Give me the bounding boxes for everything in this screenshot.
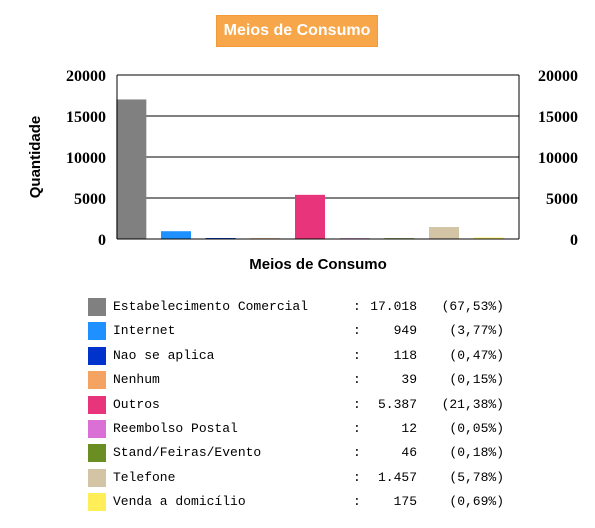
legend-percent: (0,15%) [449, 372, 504, 388]
y-tick-label-right: 20000 [538, 68, 578, 85]
legend-colon: : [353, 396, 361, 412]
legend-item: Venda a domicílio: 175 (0,69%) [88, 491, 528, 515]
y-tick-label-left: 10000 [66, 150, 106, 167]
legend-swatch [88, 322, 106, 341]
legend-item: Stand/Feiras/Evento: 46 (0,18%) [88, 442, 528, 466]
bars [116, 99, 504, 240]
gridlines [117, 74, 519, 199]
legend-colon: : [353, 445, 361, 461]
legend-percent: (5,78%) [449, 469, 504, 485]
bar-7 [429, 227, 459, 239]
legend-count: 46 [401, 445, 417, 461]
y-tick-label-right: 15000 [538, 109, 578, 126]
legend-label: Telefone [113, 469, 176, 485]
legend-percent: (21,38%) [441, 396, 504, 412]
legend-label: Internet [113, 323, 176, 339]
legend-label: Estabelecimento Comercial [113, 299, 309, 314]
legend-count: 5.387 [377, 396, 417, 412]
axes [116, 75, 520, 240]
legend-swatch [88, 493, 106, 512]
legend-item: Telefone:1.457 (5,78%) [88, 467, 528, 491]
y-tick-label-right: 5000 [546, 191, 578, 208]
bar-0 [116, 99, 147, 240]
y-tick-label-left: 5000 [74, 191, 106, 208]
legend-colon: : [353, 494, 361, 510]
legend-colon: : [353, 420, 361, 436]
legend-item: Estabelecimento Comercial:17.018 (67,53%) [88, 296, 528, 320]
legend-percent: (0,05%) [449, 420, 504, 436]
legend-percent: (0,18%) [449, 445, 504, 461]
legend-count: 12 [401, 420, 417, 436]
y-axis-label: Quantidade [27, 116, 44, 199]
legend-percent: (3,77%) [449, 323, 504, 339]
legend-item: Reembolso Postal: 12 (0,05%) [88, 418, 528, 442]
y-tick-label-right: 0 [570, 232, 578, 249]
bar-4 [295, 194, 325, 239]
y-tick-label-left: 0 [98, 232, 106, 249]
legend-item: Outros:5.387 (21,38%) [88, 394, 528, 418]
legend-label: Reembolso Postal [113, 420, 238, 436]
legend-colon: : [353, 299, 361, 314]
legend-percent: (0,69%) [449, 494, 504, 510]
legend-label: Stand/Feiras/Evento [113, 445, 262, 461]
legend-colon: : [353, 323, 361, 339]
y-tick-label-right: 10000 [538, 150, 578, 167]
tick-labels: 0 0 5000 5000 10000 10000 15000 15000 20000 20000 [66, 68, 578, 249]
legend-label: Nenhum [113, 372, 160, 388]
legend-swatch [88, 298, 106, 316]
legend-swatch [88, 371, 106, 390]
legend-percent: (67,53%) [441, 299, 504, 314]
legend-item: Nao se aplica: 118 (0,47%) [88, 345, 528, 369]
bar-8 [473, 237, 504, 239]
legend-count: 1.457 [377, 469, 417, 485]
legend-swatch [88, 346, 106, 365]
legend-colon: : [353, 347, 361, 363]
legend-colon: : [353, 469, 361, 485]
legend-count: 175 [393, 494, 417, 510]
legend-label: Outros [113, 396, 160, 412]
bar-chart: 0 0 5000 5000 10000 10000 15000 15000 20000 20000… [27, 68, 578, 273]
legend-count: 39 [401, 372, 417, 388]
legend-swatch [88, 444, 106, 463]
legend-swatch [88, 395, 106, 414]
legend-count: 17.018 [370, 299, 417, 314]
legend-count: 949 [393, 323, 417, 339]
y-tick-label-left: 20000 [66, 68, 106, 85]
x-axis-label: Meios de Consumo [249, 256, 387, 273]
legend-colon: : [353, 372, 361, 388]
chart-title: Meios de Consumo [216, 15, 378, 47]
legend: Estabelecimento Comercial:17.018 (67,53%)… [88, 296, 528, 516]
legend-count: 118 [393, 347, 417, 363]
legend-item: Internet: 949 (3,77%) [88, 320, 528, 344]
legend-percent: (0,47%) [449, 347, 504, 363]
legend-label: Nao se aplica [113, 347, 215, 363]
legend-label: Venda a domicílio [113, 494, 246, 510]
legend-swatch [88, 468, 106, 487]
legend-item: Nenhum: 39 (0,15%) [88, 369, 528, 393]
bar-1 [161, 231, 191, 239]
y-tick-label-left: 15000 [66, 109, 106, 126]
legend-swatch [88, 419, 106, 438]
